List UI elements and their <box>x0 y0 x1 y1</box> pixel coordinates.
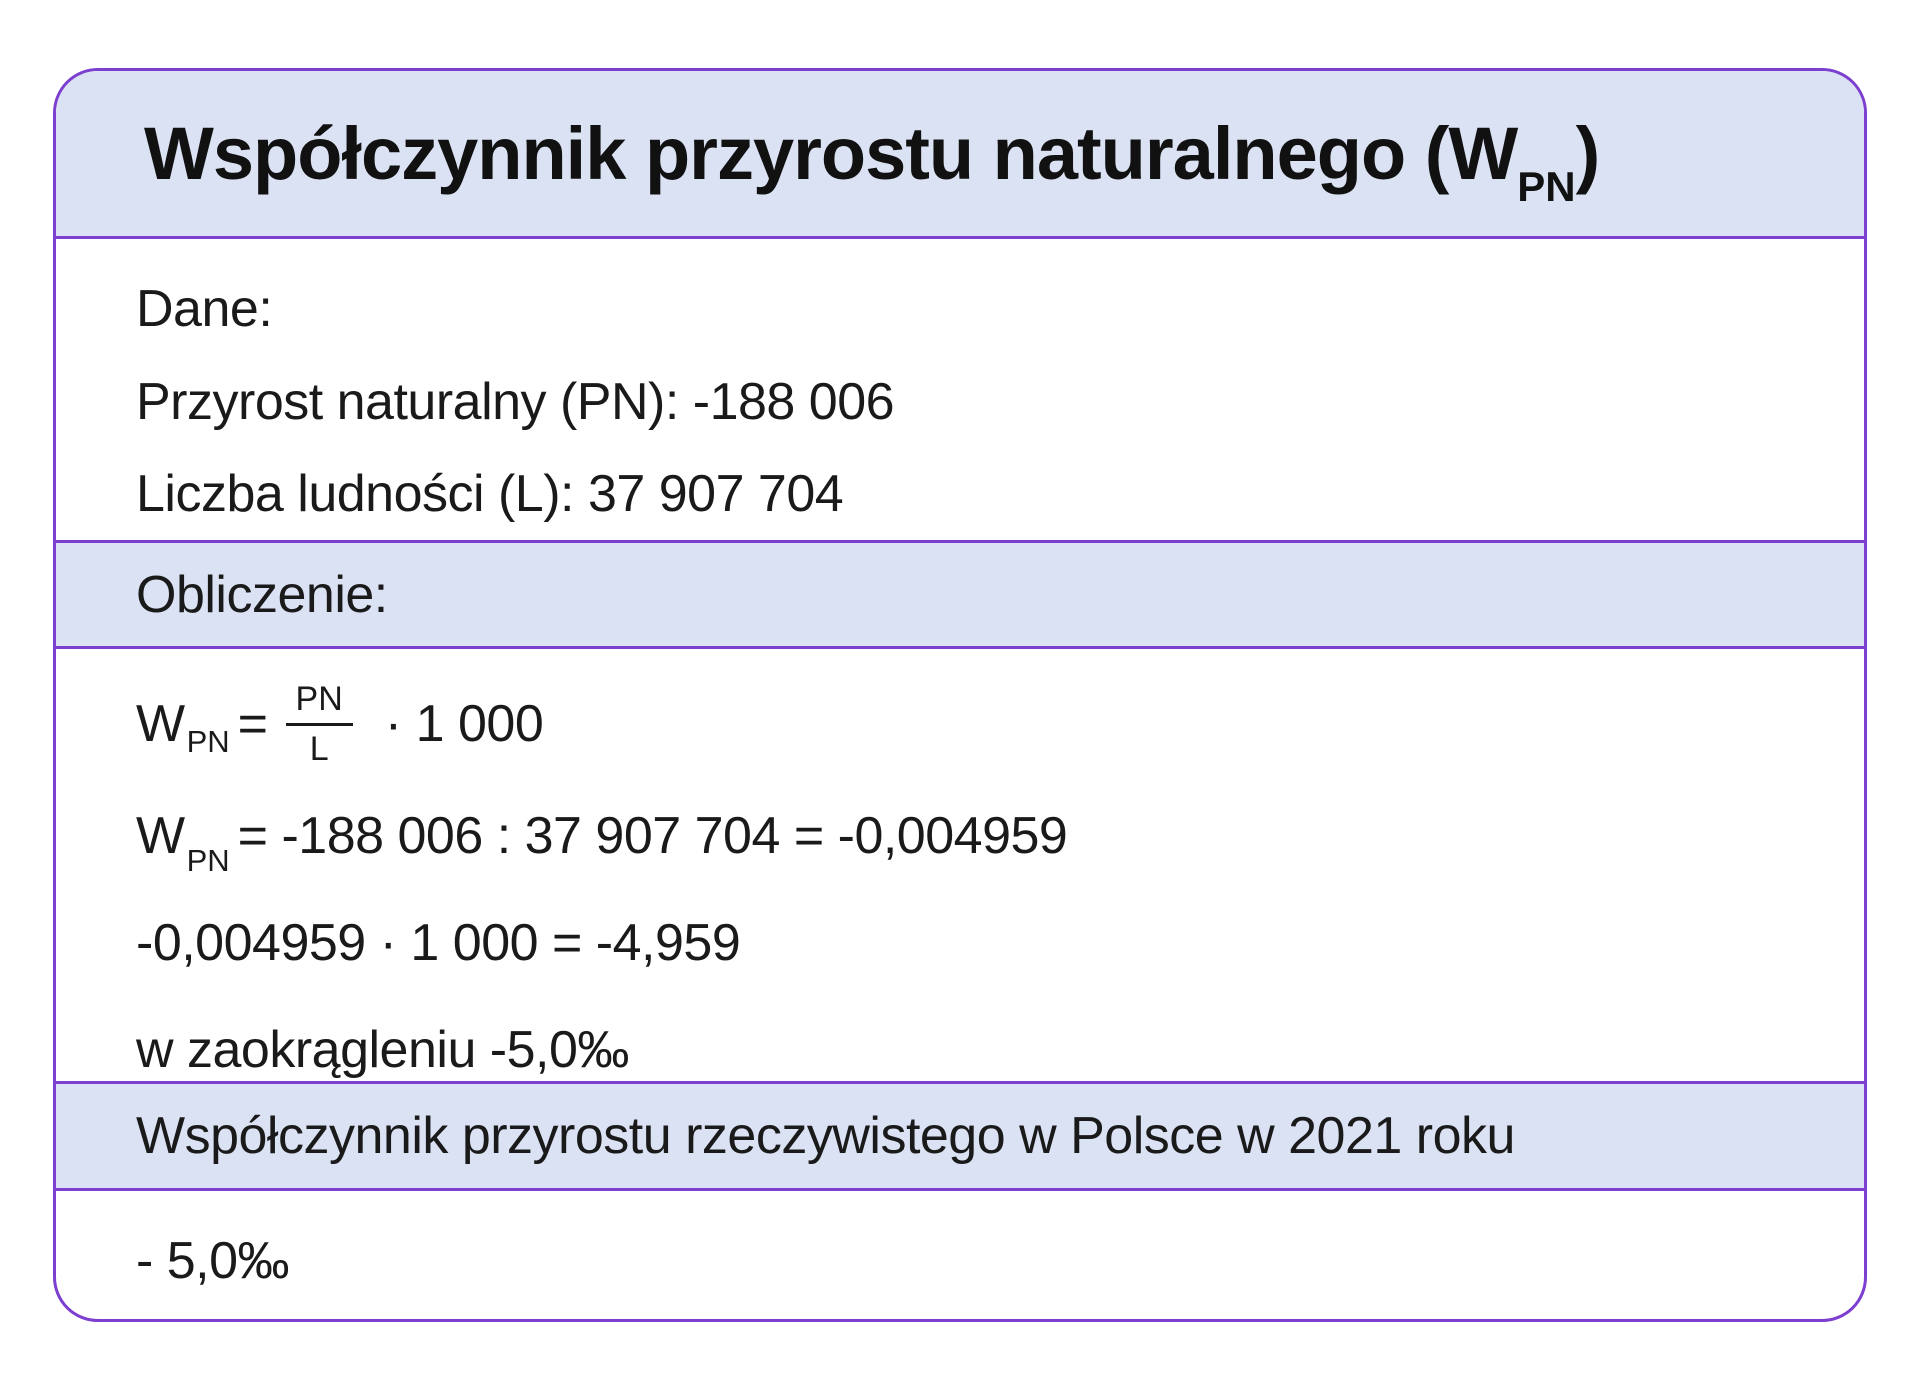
step-expression: = -188 006 : 37 907 704 = -0,004959 <box>237 807 1068 865</box>
calculation-header-label: Obliczenie: <box>136 565 388 624</box>
multiplication-dot-operator: · <box>384 695 402 753</box>
data-section: Dane: Przyrost naturalny (PN): -188 006 … <box>56 236 1864 540</box>
page-title: Współczynnik przyrostu naturalnego (WPN) <box>144 111 1601 210</box>
result-header-band: Współczynnik przyrostu rzeczywistego w P… <box>56 1081 1864 1188</box>
fraction-denominator: L <box>309 730 329 768</box>
card-header: Współczynnik przyrostu naturalnego (WPN) <box>56 71 1864 236</box>
formula-symbol: W <box>136 695 185 753</box>
result-value: - 5,0‰ <box>136 1232 290 1290</box>
step-symbol: W <box>136 807 185 865</box>
page-title-close-paren: ) <box>1575 112 1601 195</box>
result-header-label: Współczynnik przyrostu rzeczywistego w P… <box>136 1107 1515 1165</box>
formula-definition-row: W PN = PN L · 1 000 <box>136 665 1824 783</box>
calculation-step-3: w zaokrągleniu -5,0‰ <box>136 1021 629 1080</box>
step-symbol-subscript: PN <box>186 843 230 878</box>
fraction-numerator: PN <box>285 678 353 726</box>
data-line-natural-increase: Przyrost naturalny (PN): -188 006 <box>136 372 895 431</box>
formula-equals-sign: = <box>237 695 268 753</box>
formula-symbol-subscript: PN <box>186 724 230 759</box>
calculation-step-2: -0,004959 · 1 000 = -4,959 <box>136 914 741 973</box>
worksheet-card: Współczynnik przyrostu naturalnego (WPN)… <box>53 68 1867 1322</box>
page-title-text: Współczynnik przyrostu naturalnego (W <box>144 112 1518 195</box>
page-title-subscript: PN <box>1517 163 1576 210</box>
formula-fraction: PN L <box>285 678 353 771</box>
calculation-section: W PN = PN L · 1 000 WPN = -188 006 : 37 907… <box>56 646 1864 1081</box>
result-section: - 5,0‰ <box>56 1188 1864 1319</box>
formula-multiplier: 1 000 <box>415 695 544 753</box>
data-section-label: Dane: <box>136 280 273 338</box>
calculation-header-band: Obliczenie: <box>56 540 1864 646</box>
calculation-step-1: WPN = -188 006 : 37 907 704 = -0,004959 <box>136 783 1824 890</box>
data-line-population: Liczba ludności (L): 37 907 704 <box>136 465 844 524</box>
